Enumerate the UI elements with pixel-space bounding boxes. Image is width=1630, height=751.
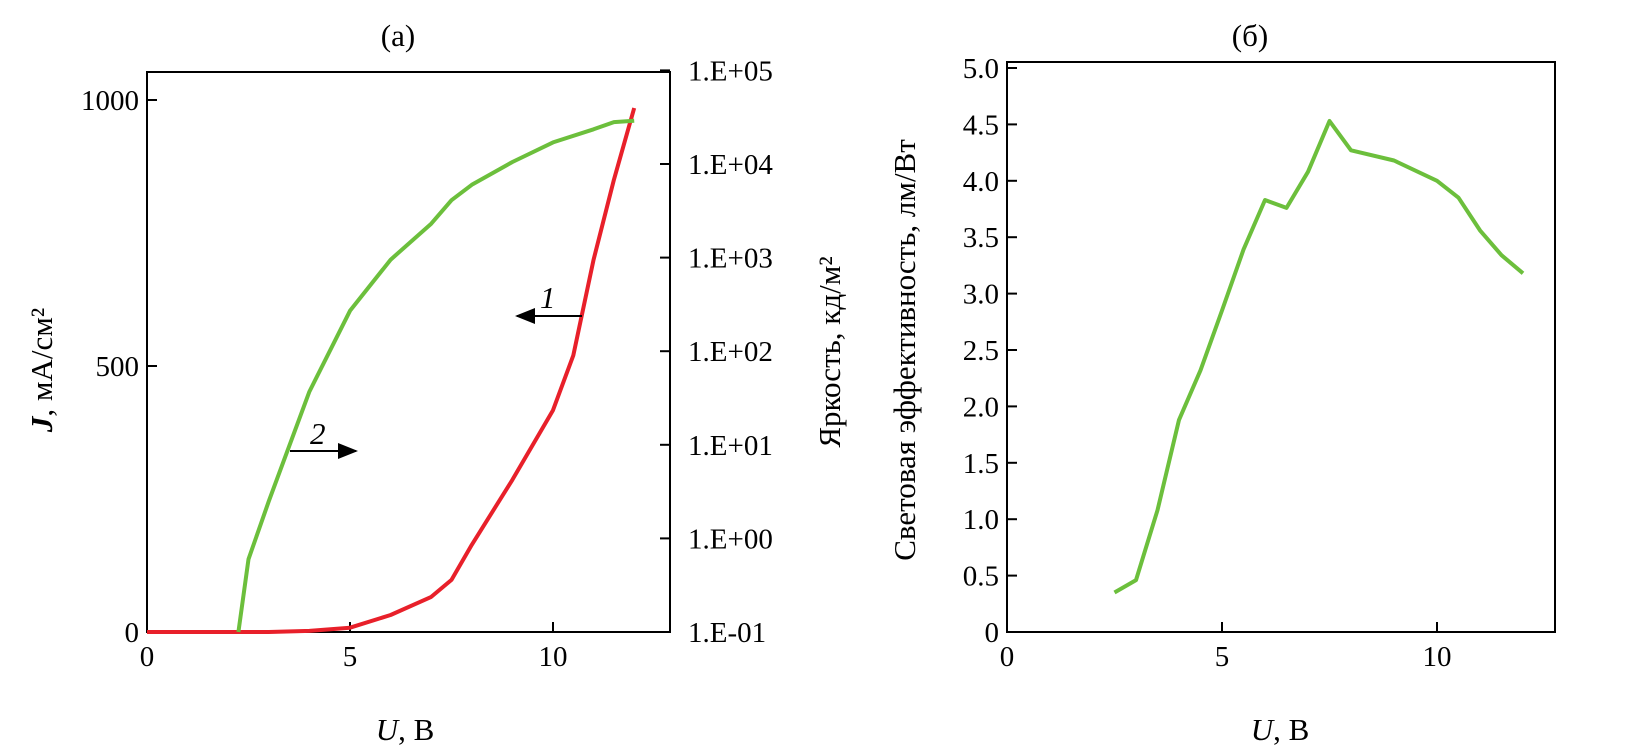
- efficiency-line: [1113, 119, 1525, 595]
- b-y-tick-label: 5.0: [963, 53, 999, 85]
- b-y-tick-label: 3.0: [963, 279, 999, 311]
- b-y-tick-label: 0.5: [963, 561, 999, 593]
- xlabel-a: U, В: [376, 712, 435, 747]
- b-plot-frame: [1006, 61, 1556, 633]
- b-x-tick-label: 10: [1423, 641, 1452, 673]
- title-a: (а): [381, 18, 415, 53]
- a-y2-tick-label: 1.E+04: [688, 149, 773, 181]
- a-y2-tick-label: 1.E+01: [688, 430, 773, 462]
- b-x-tick-label: 5: [1215, 641, 1230, 673]
- a-y2-tick-label: 1.E+02: [688, 336, 773, 368]
- a-y-tick-label: 0: [125, 617, 140, 649]
- series-2-line: [236, 118, 635, 633]
- b-x-tick-label: 0: [1000, 641, 1015, 673]
- a-x-tick-label: 0: [140, 641, 155, 673]
- a-y-tick-label: 500: [96, 351, 140, 383]
- b-y-tick-label: 1.0: [963, 504, 999, 536]
- xlabel-b: U, В: [1251, 712, 1310, 747]
- series-label-1: 1: [540, 280, 556, 315]
- b-y-tick-label: 2.0: [963, 391, 999, 423]
- a-y2-tick-label: 1.E-01: [688, 617, 766, 649]
- a-x-tick-label: 5: [343, 641, 358, 673]
- a-x-tick-label: 10: [539, 641, 568, 673]
- ylabel-a: J, мА/см²: [24, 308, 59, 433]
- a-y2-tick-label: 1.E+05: [688, 55, 773, 87]
- a-plot-frame: [146, 71, 671, 633]
- ylabel-b: Световая эффективность, лм/Вт: [887, 139, 922, 561]
- series-label-2: 2: [310, 416, 326, 451]
- a-y2-tick-label: 1.E+00: [688, 523, 773, 555]
- title-b: (б): [1232, 18, 1268, 53]
- a-y2-tick-label: 1.E+03: [688, 243, 773, 275]
- a-y-tick-label: 1000: [81, 85, 139, 117]
- b-y-tick-label: 4.5: [963, 109, 999, 141]
- b-y-tick-label: 1.5: [963, 448, 999, 480]
- b-y-tick-label: 3.5: [963, 222, 999, 254]
- b-y-tick-label: 2.5: [963, 335, 999, 367]
- b-y-tick-label: 0: [985, 617, 1000, 649]
- b-y-tick-label: 4.0: [963, 166, 999, 198]
- series-1-line: [147, 107, 637, 634]
- chart-a: 0 5 10 0 500 1000 1.E-01 1.E+00 1.E+01 1.E+02 1.E+…: [81, 55, 773, 673]
- ylabel-a-right: Яркость, кд/м²: [812, 256, 847, 447]
- chart-b: 0 5 10 0 0.5 1.0 1.5 2.0 2.5 3.0 3.5 4.0 4.5 5.0: [963, 53, 1556, 673]
